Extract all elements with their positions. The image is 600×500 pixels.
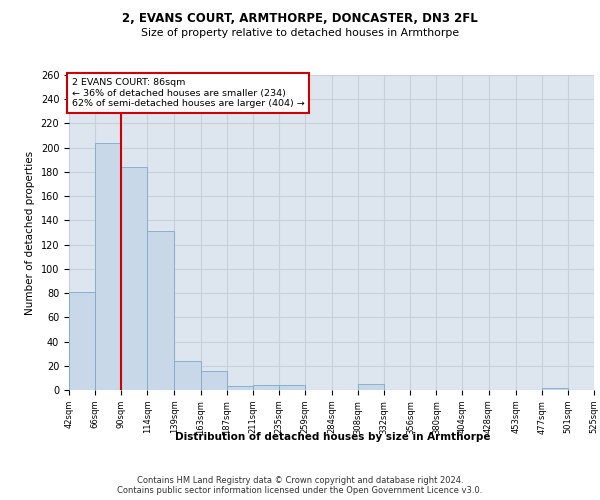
- Text: 2, EVANS COURT, ARMTHORPE, DONCASTER, DN3 2FL: 2, EVANS COURT, ARMTHORPE, DONCASTER, DN…: [122, 12, 478, 26]
- Text: Size of property relative to detached houses in Armthorpe: Size of property relative to detached ho…: [141, 28, 459, 38]
- Text: Contains HM Land Registry data © Crown copyright and database right 2024.
Contai: Contains HM Land Registry data © Crown c…: [118, 476, 482, 495]
- Bar: [358, 384, 384, 390]
- Text: 2 EVANS COURT: 86sqm
← 36% of detached houses are smaller (234)
62% of semi-deta: 2 EVANS COURT: 86sqm ← 36% of detached h…: [71, 78, 304, 108]
- Bar: [253, 385, 279, 390]
- Y-axis label: Number of detached properties: Number of detached properties: [25, 150, 35, 314]
- Bar: [175, 361, 200, 390]
- Bar: [200, 370, 227, 390]
- Bar: [121, 167, 147, 390]
- Bar: [279, 385, 305, 390]
- Bar: [542, 388, 568, 390]
- Bar: [95, 143, 121, 390]
- Bar: [69, 292, 95, 390]
- Text: Distribution of detached houses by size in Armthorpe: Distribution of detached houses by size …: [175, 432, 491, 442]
- Bar: [147, 232, 175, 390]
- Bar: [227, 386, 253, 390]
